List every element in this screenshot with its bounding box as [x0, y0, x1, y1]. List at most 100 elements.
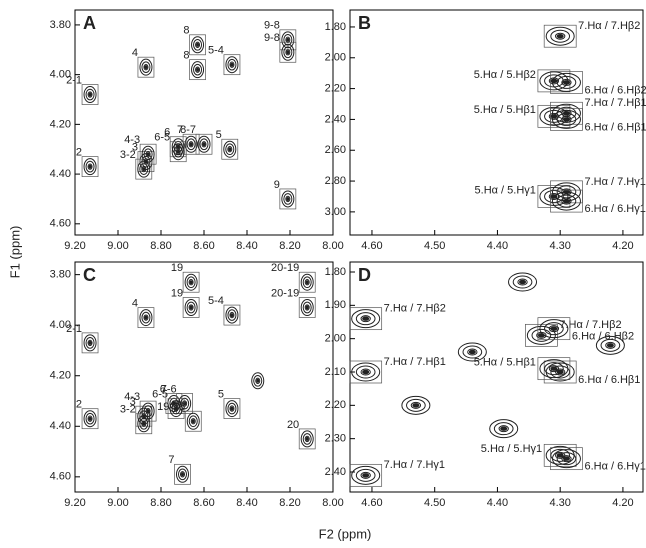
- panel-letter: C: [83, 265, 96, 285]
- peak: [190, 305, 193, 309]
- peak: [142, 422, 145, 426]
- y-tick-label: 4.60: [50, 218, 71, 230]
- peak: [177, 150, 180, 154]
- peak-label: 7.Hα / 7.Hγ1: [384, 459, 445, 471]
- peak-label: 5-4: [208, 45, 224, 57]
- panel-letter: D: [358, 265, 371, 285]
- peak-label: 4: [132, 298, 138, 310]
- y-tick-label: 2.30: [325, 433, 346, 445]
- peak-label: 5.Hα / 5.Hγ1: [481, 443, 542, 455]
- peak-label: 9-8: [264, 32, 280, 44]
- peak: [144, 316, 147, 320]
- peak: [306, 437, 309, 441]
- peak-label: 5.Hα / 5.Hβ1: [474, 104, 536, 116]
- peak-label: 6.Hα / 6.Hβ2: [584, 84, 646, 96]
- peak: [500, 426, 507, 431]
- y-tick-label: 2.80: [325, 175, 346, 187]
- peak: [196, 68, 199, 72]
- x-tick-label: 8.00: [322, 240, 343, 252]
- peak: [230, 63, 233, 67]
- x-tick-label: 8.80: [150, 240, 171, 252]
- peak: [181, 472, 184, 476]
- peak: [196, 43, 199, 47]
- peak-label: 8-7: [180, 124, 196, 136]
- y-tick-label: 4.60: [50, 471, 71, 483]
- peak: [563, 117, 570, 122]
- peak-label: 20-19: [271, 287, 299, 299]
- x-tick-label: 8.40: [236, 240, 257, 252]
- peak: [190, 142, 193, 146]
- x-tick-label: 8.00: [322, 497, 343, 509]
- peak: [89, 93, 92, 97]
- x-tick-label: 4.50: [424, 240, 445, 252]
- x-tick-label: 4.20: [612, 240, 633, 252]
- x-tick-label: 8.40: [236, 497, 257, 509]
- x-tick-label: 4.50: [424, 497, 445, 509]
- x-tick-label: 4.30: [549, 497, 570, 509]
- x-axis-label: F2 (ppm): [319, 526, 372, 541]
- peak-label: 3-2: [120, 404, 136, 416]
- x-tick-label: 4.60: [361, 497, 382, 509]
- x-tick-label: 4.60: [361, 240, 382, 252]
- peak: [550, 79, 557, 84]
- peak-label: 7.Hα / 7.Hγ1: [584, 176, 645, 188]
- peak-label: 8: [183, 25, 189, 37]
- peak-label: 6.Hα / 6.Hβ1: [584, 121, 646, 133]
- peak: [230, 407, 233, 411]
- x-tick-label: 4.30: [549, 240, 570, 252]
- x-tick-label: 9.20: [64, 497, 85, 509]
- peak: [142, 167, 145, 171]
- peak-label: 5: [218, 388, 224, 400]
- peak: [563, 80, 570, 85]
- peak: [89, 165, 92, 169]
- peak-label: 9: [274, 179, 280, 191]
- peak-label: 2-1: [66, 323, 82, 335]
- y-tick-label: 2.60: [325, 144, 346, 156]
- y-tick-label: 3.80: [50, 269, 71, 281]
- peak-label: 6.Hα / 6.Hβ1: [578, 374, 640, 386]
- figure: F1 (ppm) F2 (ppm) A9.209.008.808.608.408…: [0, 0, 646, 548]
- peak: [563, 199, 570, 204]
- peak-label: 7.Hα / 7.Hβ2: [384, 303, 446, 315]
- y-tick-label: 4.20: [50, 118, 71, 130]
- peak: [192, 419, 195, 423]
- y-tick-label: 2.00: [325, 333, 346, 345]
- y-tick-label: 1.80: [325, 266, 346, 278]
- peak-label: 2: [76, 147, 82, 159]
- y-tick-label: 2.10: [325, 366, 346, 378]
- peak: [362, 473, 369, 478]
- peak: [256, 379, 259, 383]
- y-tick-label: 2.00: [325, 52, 346, 64]
- peak: [190, 280, 193, 284]
- y-tick-label: 2.20: [325, 399, 346, 411]
- peak-label: 5.Hα / 5.Hγ1: [475, 184, 536, 196]
- peak-label: 2: [76, 399, 82, 411]
- panel-letter: A: [83, 13, 96, 33]
- x-tick-label: 4.20: [612, 497, 633, 509]
- peak: [286, 50, 289, 54]
- peak: [89, 341, 92, 345]
- peak: [144, 65, 147, 69]
- peak-label: 2-1: [66, 74, 82, 86]
- peak-label: 9-8: [264, 20, 280, 32]
- peak-label: 6-5: [154, 132, 170, 144]
- peak-label: 6.Hα / 6.Hβ2: [572, 331, 634, 343]
- peak-label: 5.Hα / 5.Hβ2: [474, 69, 536, 81]
- y-tick-label: 4.40: [50, 420, 71, 432]
- peak-label: 4: [132, 47, 138, 59]
- x-tick-label: 8.80: [150, 497, 171, 509]
- peak: [607, 343, 614, 348]
- peak: [550, 366, 557, 371]
- peak-label: 7.Hα / 7.Hβ1: [584, 97, 646, 109]
- peak: [286, 38, 289, 42]
- y-axis-label: F1 (ppm): [7, 226, 22, 279]
- peak-label: 3-2: [120, 149, 136, 161]
- x-tick-label: 4.40: [487, 497, 508, 509]
- y-tick-label: 4.20: [50, 370, 71, 382]
- y-tick-label: 2.40: [325, 466, 346, 478]
- y-tick-label: 4.40: [50, 168, 71, 180]
- peak-label: 6.Hα / 6.Hγ1: [584, 461, 645, 473]
- peak: [203, 142, 206, 146]
- y-tick-label: 2.40: [325, 113, 346, 125]
- peak: [557, 34, 564, 39]
